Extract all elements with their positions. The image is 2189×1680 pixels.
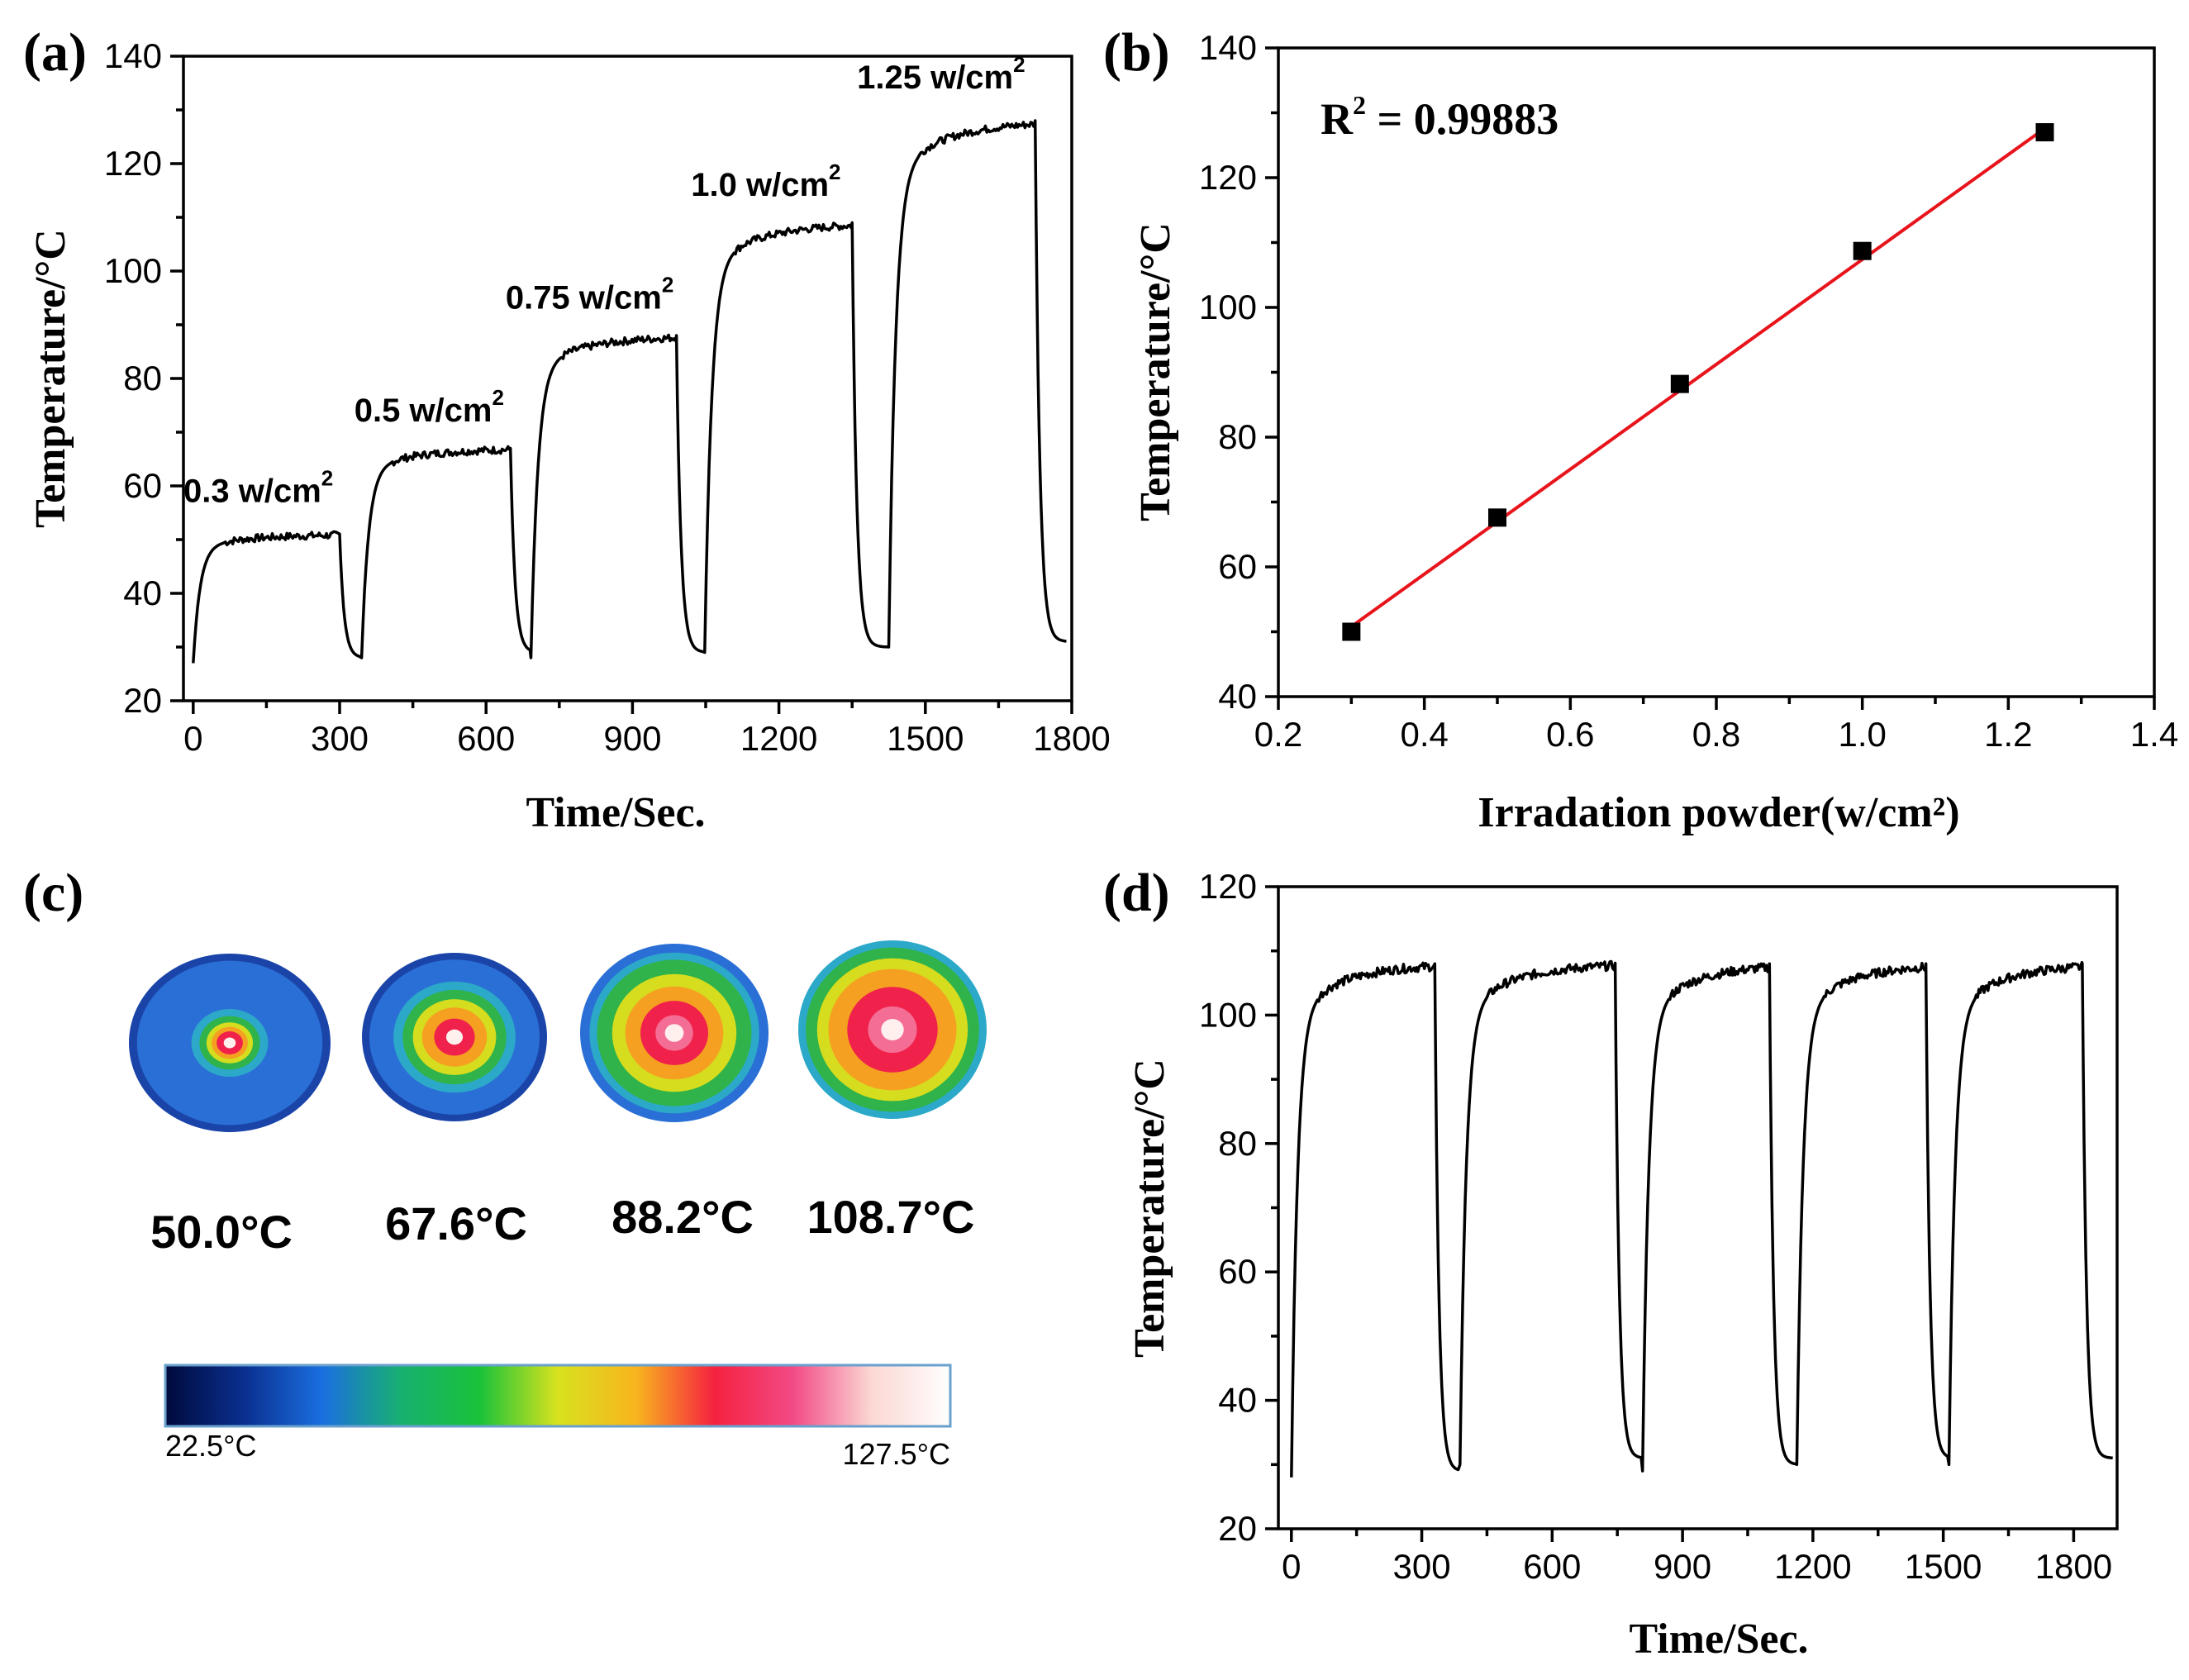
chart-d-xtick-label: 300 xyxy=(1393,1547,1451,1586)
chart-a-ytick-label: 60 xyxy=(123,466,162,505)
thermal-label-4: 108.7°C xyxy=(807,1191,975,1243)
chart-a: 0 300 600 900 1200 1500 180020406080100120140 … xyxy=(27,36,1111,836)
colorbar-max-label: 127.5°C xyxy=(843,1437,950,1471)
chart-a-xtick-label: 1800 xyxy=(1033,719,1110,758)
chart-b-point xyxy=(2035,123,2054,142)
chart-a-ytick-label: 40 xyxy=(123,573,162,612)
chart-b-xtick-label: 0.2 xyxy=(1254,715,1302,754)
chart-b-ylabel: Temperature/°C xyxy=(1132,222,1179,521)
chart-d-ytick-label: 120 xyxy=(1199,867,1257,906)
colorbar-min-label: 22.5°C xyxy=(165,1429,256,1463)
chart-d-ylabel: Temperature/°C xyxy=(1126,1059,1173,1358)
chart-a-xlabel: Time/Sec. xyxy=(526,789,705,836)
chart-b-ytick-label: 60 xyxy=(1218,547,1257,586)
thermal-image-2 xyxy=(362,953,547,1121)
chart-b: 0.2 0.4 0.6 0.8 1.0 1.2 1.4 40 60 80 100 120 140 Irr… xyxy=(1132,28,2178,836)
chart-a-frame xyxy=(182,55,1073,702)
panel-label-a: (a) xyxy=(23,22,87,83)
thermal-image-4 xyxy=(798,940,987,1119)
chart-d-ytick-label: 20 xyxy=(1218,1509,1257,1548)
chart-b-ytick-label: 140 xyxy=(1199,28,1257,67)
chart-d-ytick-label: 80 xyxy=(1218,1124,1257,1163)
thermal-image-1 xyxy=(129,954,331,1132)
r2-value: = 0.99883 xyxy=(1366,94,1558,144)
chart-b-point xyxy=(1488,508,1506,527)
chart-d-series-line xyxy=(1290,959,2114,1478)
chart-a-annotation: 0.3 w/cm2 xyxy=(183,466,333,510)
thermal-zone xyxy=(445,1029,464,1045)
chart-b-xlabel: Irradation powder(w/cm²) xyxy=(1478,789,1959,836)
chart-d-xtick-label: 900 xyxy=(1654,1547,1711,1586)
chart-a-ytick-label: 100 xyxy=(104,251,162,290)
thermal-label-2: 67.6°C xyxy=(385,1197,527,1249)
thermal-images: 50.0°C 67.6°C 88.2°C 108.7°C 22.5°C 127.… xyxy=(129,940,987,1471)
chart-a-xtick-label: 900 xyxy=(603,719,661,758)
chart-a-annotation: 1.25 w/cm2 xyxy=(857,52,1025,96)
chart-b-ytick-label: 40 xyxy=(1218,677,1257,716)
chart-b-fit-line xyxy=(1350,126,2046,628)
chart-d: 0 300 600 900 1200 1500 1800 20 40 60 80 100 120 Tim… xyxy=(1126,867,2119,1663)
thermal-zone xyxy=(881,1019,904,1040)
chart-b-xtick-label: 1.4 xyxy=(2130,715,2178,754)
chart-b-xtick-label: 1.2 xyxy=(1984,715,2032,754)
chart-b-point xyxy=(1342,622,1361,641)
colorbar xyxy=(164,1364,952,1428)
panel-label-d: (d) xyxy=(1103,863,1170,923)
chart-b-xtick-label: 0.6 xyxy=(1546,715,1594,754)
chart-a-annotation: 0.5 w/cm2 xyxy=(355,385,504,429)
panel-label-b: (b) xyxy=(1103,22,1170,83)
chart-a-xtick-label: 1200 xyxy=(740,719,817,758)
chart-b-point xyxy=(1853,241,1872,260)
thermal-zone xyxy=(223,1037,236,1049)
chart-b-xtick-label: 1.0 xyxy=(1838,715,1886,754)
chart-b-xtick-label: 0.4 xyxy=(1400,715,1448,754)
chart-d-xtick-label: 1200 xyxy=(1774,1547,1851,1586)
thermal-image-3 xyxy=(580,944,769,1122)
chart-a-xtick-label: 0 xyxy=(183,719,202,758)
chart-a-ytick-label: 120 xyxy=(104,144,162,183)
chart-a-xtick-label: 1500 xyxy=(887,719,964,758)
chart-d-xtick-label: 600 xyxy=(1523,1547,1581,1586)
thermal-zone xyxy=(664,1024,684,1042)
chart-b-xtick-label: 0.8 xyxy=(1692,715,1740,754)
chart-b-ytick-label: 80 xyxy=(1218,417,1257,456)
chart-d-xtick-label: 1800 xyxy=(2035,1547,2112,1586)
chart-b-ytick-label: 100 xyxy=(1199,288,1257,326)
chart-b-point xyxy=(1670,374,1689,393)
chart-d-xtick-label: 0 xyxy=(1282,1547,1301,1586)
panel-label-c: (c) xyxy=(23,863,83,923)
chart-a-ytick-label: 20 xyxy=(123,681,162,720)
chart-d-xtick-label: 1500 xyxy=(1905,1547,1982,1586)
thermal-label-3: 88.2°C xyxy=(611,1191,754,1243)
thermal-label-1: 50.0°C xyxy=(150,1206,293,1258)
chart-d-ytick-label: 40 xyxy=(1218,1381,1257,1420)
chart-a-xtick-label: 300 xyxy=(311,719,369,758)
chart-a-ylabel: Temperature/°C xyxy=(27,229,74,528)
chart-a-ytick-label: 80 xyxy=(123,359,162,397)
chart-d-xlabel: Time/Sec. xyxy=(1629,1616,1808,1663)
chart-a-annotation: 0.75 w/cm2 xyxy=(506,273,673,316)
chart-a-ytick-label: 140 xyxy=(104,36,162,75)
r2-r: R xyxy=(1321,94,1354,144)
chart-d-ytick-label: 60 xyxy=(1218,1252,1257,1291)
chart-b-ytick-label: 120 xyxy=(1199,158,1257,197)
chart-a-annotation: 1.0 w/cm2 xyxy=(691,159,840,203)
chart-a-series-line xyxy=(192,119,1068,664)
r2-label: R2 = 0.99883 xyxy=(1321,90,1558,144)
r2-sup: 2 xyxy=(1353,90,1366,120)
chart-a-xtick-label: 600 xyxy=(457,719,515,758)
chart-d-ytick-label: 100 xyxy=(1199,995,1257,1034)
